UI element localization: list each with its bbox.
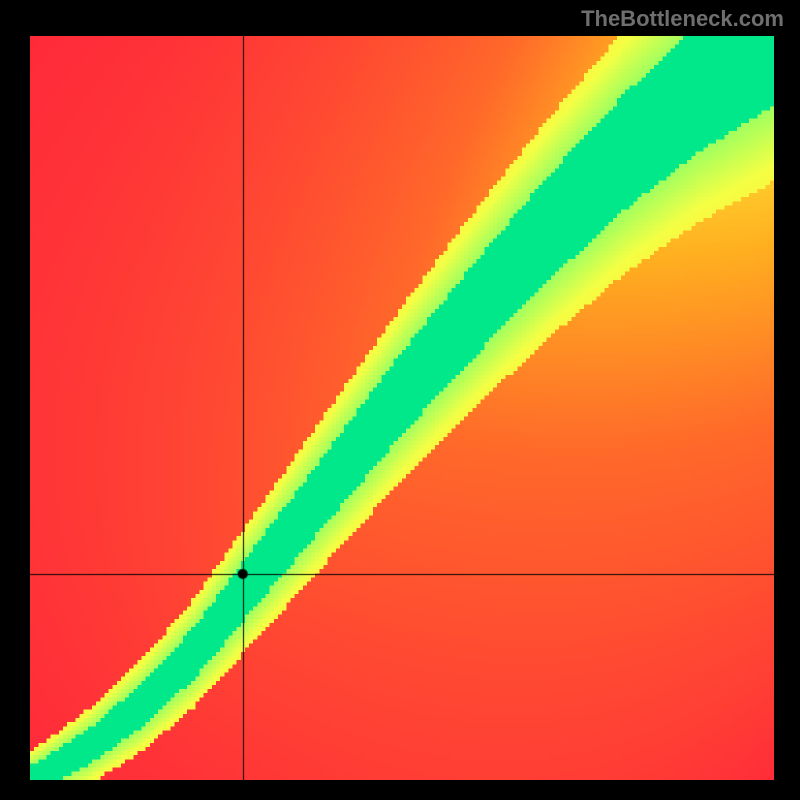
attribution-text: TheBottleneck.com xyxy=(581,6,784,32)
figure-root: TheBottleneck.com xyxy=(0,0,800,800)
crosshair-overlay xyxy=(30,36,774,780)
